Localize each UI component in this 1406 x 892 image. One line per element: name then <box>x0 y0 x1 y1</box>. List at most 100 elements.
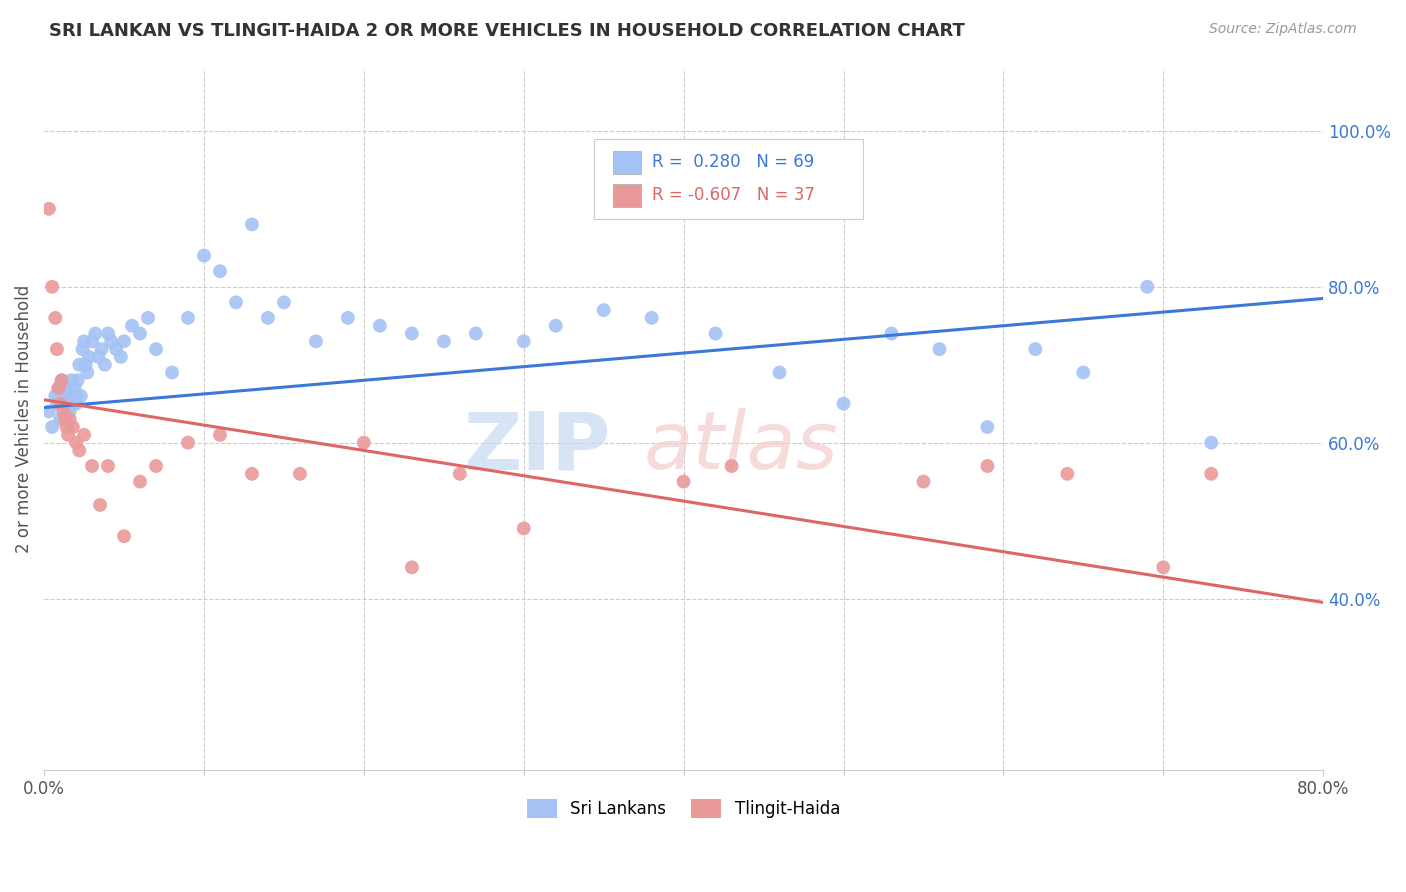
Point <box>49 397 72 411</box>
Point <box>121 318 143 333</box>
Point <box>145 458 167 473</box>
Point <box>976 420 998 434</box>
Point <box>38 202 60 216</box>
Point <box>433 334 456 349</box>
Point <box>240 467 263 481</box>
Point <box>464 326 486 341</box>
Point <box>1199 435 1222 450</box>
Point <box>240 218 263 232</box>
Point <box>1199 467 1222 481</box>
Point <box>100 334 122 349</box>
Point <box>449 467 471 481</box>
Point <box>62 420 84 434</box>
Point <box>704 326 727 341</box>
Point <box>62 397 84 411</box>
Point <box>45 342 67 356</box>
Bar <box>613 152 641 174</box>
Point <box>70 389 93 403</box>
Point <box>177 310 200 325</box>
Point <box>177 435 200 450</box>
Point <box>336 310 359 325</box>
Point <box>73 427 96 442</box>
Point <box>51 373 73 387</box>
Point <box>832 397 855 411</box>
Point <box>56 427 79 442</box>
Point <box>60 389 83 403</box>
Point <box>544 318 567 333</box>
Point <box>105 342 128 356</box>
Point <box>90 342 112 356</box>
Point <box>97 458 120 473</box>
Point <box>41 279 63 293</box>
Point <box>208 264 231 278</box>
Point <box>60 373 83 387</box>
Point <box>672 475 695 489</box>
Point <box>305 334 328 349</box>
Point <box>53 381 76 395</box>
Point <box>49 412 72 426</box>
Point <box>97 326 120 341</box>
Point <box>513 334 536 349</box>
Point <box>48 381 70 395</box>
Point <box>401 560 423 574</box>
Text: R = -0.607   N = 37: R = -0.607 N = 37 <box>651 186 814 203</box>
Point <box>59 404 82 418</box>
Point <box>38 404 60 418</box>
Point <box>112 529 135 543</box>
Point <box>44 389 66 403</box>
Text: R =  0.280   N = 69: R = 0.280 N = 69 <box>651 153 814 170</box>
Point <box>288 467 311 481</box>
Point <box>44 310 66 325</box>
Point <box>368 318 391 333</box>
Point <box>145 342 167 356</box>
Point <box>59 412 82 426</box>
Point <box>56 381 79 395</box>
Point <box>1024 342 1046 356</box>
Point <box>1152 560 1174 574</box>
Point <box>768 366 790 380</box>
Point <box>110 350 132 364</box>
Point <box>129 475 152 489</box>
Point <box>720 458 742 473</box>
Text: ZIP: ZIP <box>463 409 610 486</box>
Bar <box>613 185 641 207</box>
Point <box>1071 366 1094 380</box>
Point <box>592 303 614 318</box>
Point <box>76 366 98 380</box>
FancyBboxPatch shape <box>595 138 863 219</box>
Point <box>63 381 86 395</box>
Point <box>136 310 159 325</box>
Point <box>208 427 231 442</box>
Point <box>51 373 73 387</box>
Point <box>72 342 94 356</box>
Point <box>73 334 96 349</box>
Point <box>94 358 117 372</box>
Point <box>80 458 103 473</box>
Point <box>273 295 295 310</box>
Point <box>48 381 70 395</box>
Point <box>193 249 215 263</box>
Point <box>976 458 998 473</box>
Point <box>640 310 662 325</box>
Point <box>45 397 67 411</box>
Point <box>225 295 247 310</box>
Point <box>67 358 90 372</box>
Point <box>77 350 100 364</box>
Point <box>513 521 536 535</box>
Point <box>65 397 87 411</box>
Point <box>55 420 77 434</box>
Point <box>160 366 183 380</box>
Point <box>353 435 375 450</box>
Point <box>67 443 90 458</box>
Point <box>75 358 97 372</box>
Point <box>53 412 76 426</box>
Point <box>401 326 423 341</box>
Point <box>41 420 63 434</box>
Text: Source: ZipAtlas.com: Source: ZipAtlas.com <box>1209 22 1357 37</box>
Point <box>1136 279 1159 293</box>
Point <box>89 498 111 512</box>
Point <box>65 389 87 403</box>
Legend: Sri Lankans, Tlingit-Haida: Sri Lankans, Tlingit-Haida <box>520 792 846 825</box>
Y-axis label: 2 or more Vehicles in Household: 2 or more Vehicles in Household <box>15 285 32 553</box>
Point <box>52 397 75 411</box>
